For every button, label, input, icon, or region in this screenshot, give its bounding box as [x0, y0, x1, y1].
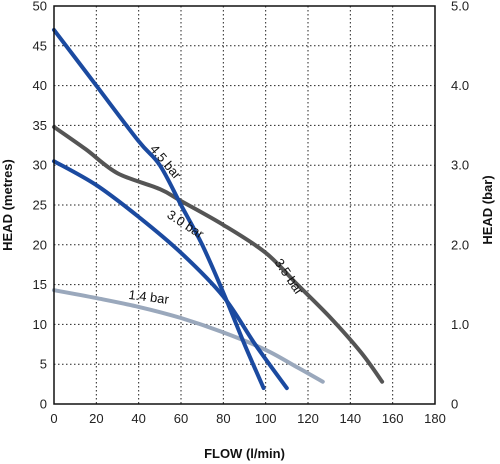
x-tick-label: 120	[297, 411, 319, 426]
y-tick-label-left: 20	[33, 237, 47, 252]
y-tick-label-right: 4.0	[451, 78, 469, 93]
curve-label: 3.5 bar	[272, 256, 307, 298]
y-tick-label-left: 0	[40, 397, 47, 412]
x-tick-label: 60	[174, 411, 188, 426]
y-tick-label-right: 0	[451, 397, 458, 412]
y-axis-title-left: HEAD (metres)	[0, 159, 15, 251]
y-tick-label-left: 25	[33, 198, 47, 213]
y-tick-label-right: 3.0	[451, 158, 469, 173]
x-tick-label: 0	[50, 411, 57, 426]
series-line-1-4-bar	[52, 288, 325, 384]
series-line-4-5-bar	[52, 27, 266, 391]
y-tick-label-left: 10	[33, 317, 47, 332]
x-tick-label: 80	[216, 411, 230, 426]
y-tick-label-right: 1.0	[451, 317, 469, 332]
y-tick-label-left: 45	[33, 38, 47, 53]
curve-label: 1.4 bar	[128, 287, 171, 307]
series-line-3-0-bar	[52, 159, 289, 391]
x-axis-title: FLOW (l/min)	[204, 446, 285, 461]
y-tick-label-right: 5.0	[451, 0, 469, 14]
y-tick-label-left: 35	[33, 118, 47, 133]
plot-frame	[53, 5, 436, 405]
x-tick-label: 100	[255, 411, 277, 426]
y-tick-label-left: 30	[33, 158, 47, 173]
y-tick-label-left: 40	[33, 78, 47, 93]
x-tick-label: 40	[131, 411, 145, 426]
y-tick-label-left: 15	[33, 277, 47, 292]
y-tick-label-left: 5	[40, 357, 47, 372]
y-tick-label-right: 2.0	[451, 237, 469, 252]
x-tick-label: 140	[339, 411, 361, 426]
x-tick-label: 180	[424, 411, 446, 426]
x-tick-label: 20	[89, 411, 103, 426]
series-lines	[52, 27, 385, 391]
y-axis-title-right: HEAD (bar)	[480, 175, 495, 244]
tick-labels: 0 20 40 60 80 100 120 140 160 180 0 5 10 15 20 25 30 35 40…	[33, 0, 470, 426]
series-line-3-5-bar	[52, 125, 385, 384]
x-tick-label: 160	[382, 411, 404, 426]
y-tick-label-left: 50	[33, 0, 47, 14]
